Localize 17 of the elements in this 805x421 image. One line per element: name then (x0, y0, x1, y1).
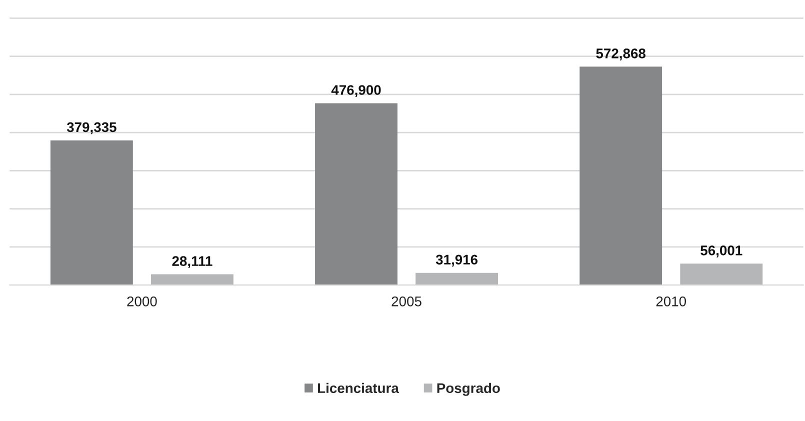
data-label: 31,916 (436, 254, 478, 267)
legend-label: Licenciatura (318, 382, 399, 394)
x-tick-label: 2010 (656, 296, 686, 306)
legend-label: Posgrado (437, 382, 500, 396)
bar (580, 66, 662, 286)
data-label: 476,900 (331, 85, 381, 97)
bar (50, 140, 133, 286)
data-label: 379,335 (66, 122, 116, 134)
bar (680, 264, 763, 286)
bar (416, 272, 498, 286)
data-label: 572,868 (596, 48, 646, 60)
bar (150, 274, 234, 286)
x-tick-label: 2005 (392, 296, 422, 306)
x-tick-label: 2000 (127, 296, 157, 306)
data-label: 28,111 (172, 256, 212, 268)
data-label: 56,001 (700, 246, 742, 258)
bar (315, 103, 398, 286)
